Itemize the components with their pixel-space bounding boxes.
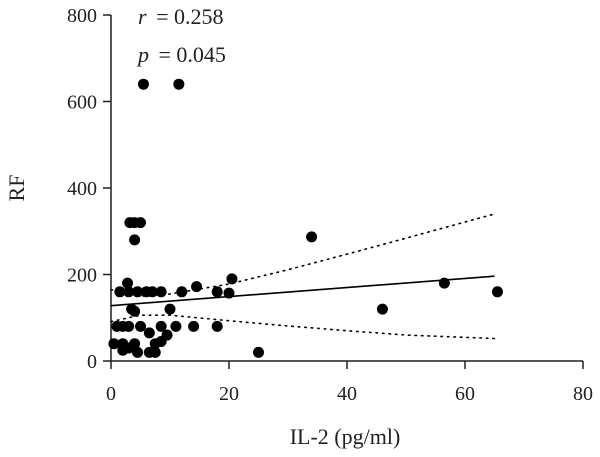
data-point [123,320,135,332]
data-point [149,346,161,358]
data-points [108,78,503,358]
data-point [223,287,235,299]
x-tick-label: 20 [219,383,239,405]
data-point [135,320,146,332]
data-point [211,286,223,298]
p-symbol: p [136,42,149,67]
regression-line [110,275,495,307]
y-tick-label: 200 [67,265,97,287]
data-point [164,303,176,315]
x-axis-title: IL-2 (pg/ml) [290,424,401,449]
data-point [176,286,188,298]
data-point [137,78,149,90]
data-point [306,231,318,243]
y-axis-ticks: 0 200 400 600 800 [67,5,111,373]
data-point [226,273,238,285]
data-point [438,277,450,289]
data-point [135,217,146,229]
data-point [155,336,167,348]
r-value: = 0.258 [156,4,223,29]
data-point [114,286,126,298]
data-point [170,320,182,332]
data-point [191,281,203,293]
data-point [173,78,185,90]
confidence-band [110,213,496,340]
data-point [129,234,141,246]
x-tick-label: 0 [106,383,116,405]
p-value-annotation: p = 0.045 [136,42,226,67]
data-point [146,286,158,298]
regression-line-group [110,275,495,307]
y-tick-label: 400 [67,178,97,200]
data-point [253,346,264,358]
data-point [143,327,155,339]
confidence-band-lower [110,314,496,340]
data-point [123,342,135,354]
data-point [155,286,167,298]
data-point [132,346,144,358]
confidence-band-upper [110,213,496,297]
data-point [155,320,167,332]
r-symbol: r [138,4,147,29]
x-tick-label: 80 [573,383,593,405]
y-axis-title: RF [4,175,29,202]
y-tick-label: 800 [67,5,97,27]
data-point [123,286,135,298]
data-point [132,286,144,298]
x-tick-label: 60 [455,383,475,405]
x-axis: 0 20 40 60 80 [106,360,593,405]
y-tick-label: 0 [87,351,97,373]
correlation-annotation: r = 0.258 [138,4,223,29]
data-point [108,338,120,350]
y-axis: 0 200 400 600 800 [67,5,112,373]
data-point [122,277,134,289]
data-point [129,305,141,317]
y-tick-label: 600 [67,92,97,114]
x-axis-ticks: 0 20 40 60 80 [106,361,593,405]
data-point [491,286,503,298]
x-tick-label: 40 [337,383,357,405]
p-value: = 0.045 [159,42,226,67]
data-point [188,320,200,332]
data-point [211,320,223,332]
data-point [376,303,388,315]
